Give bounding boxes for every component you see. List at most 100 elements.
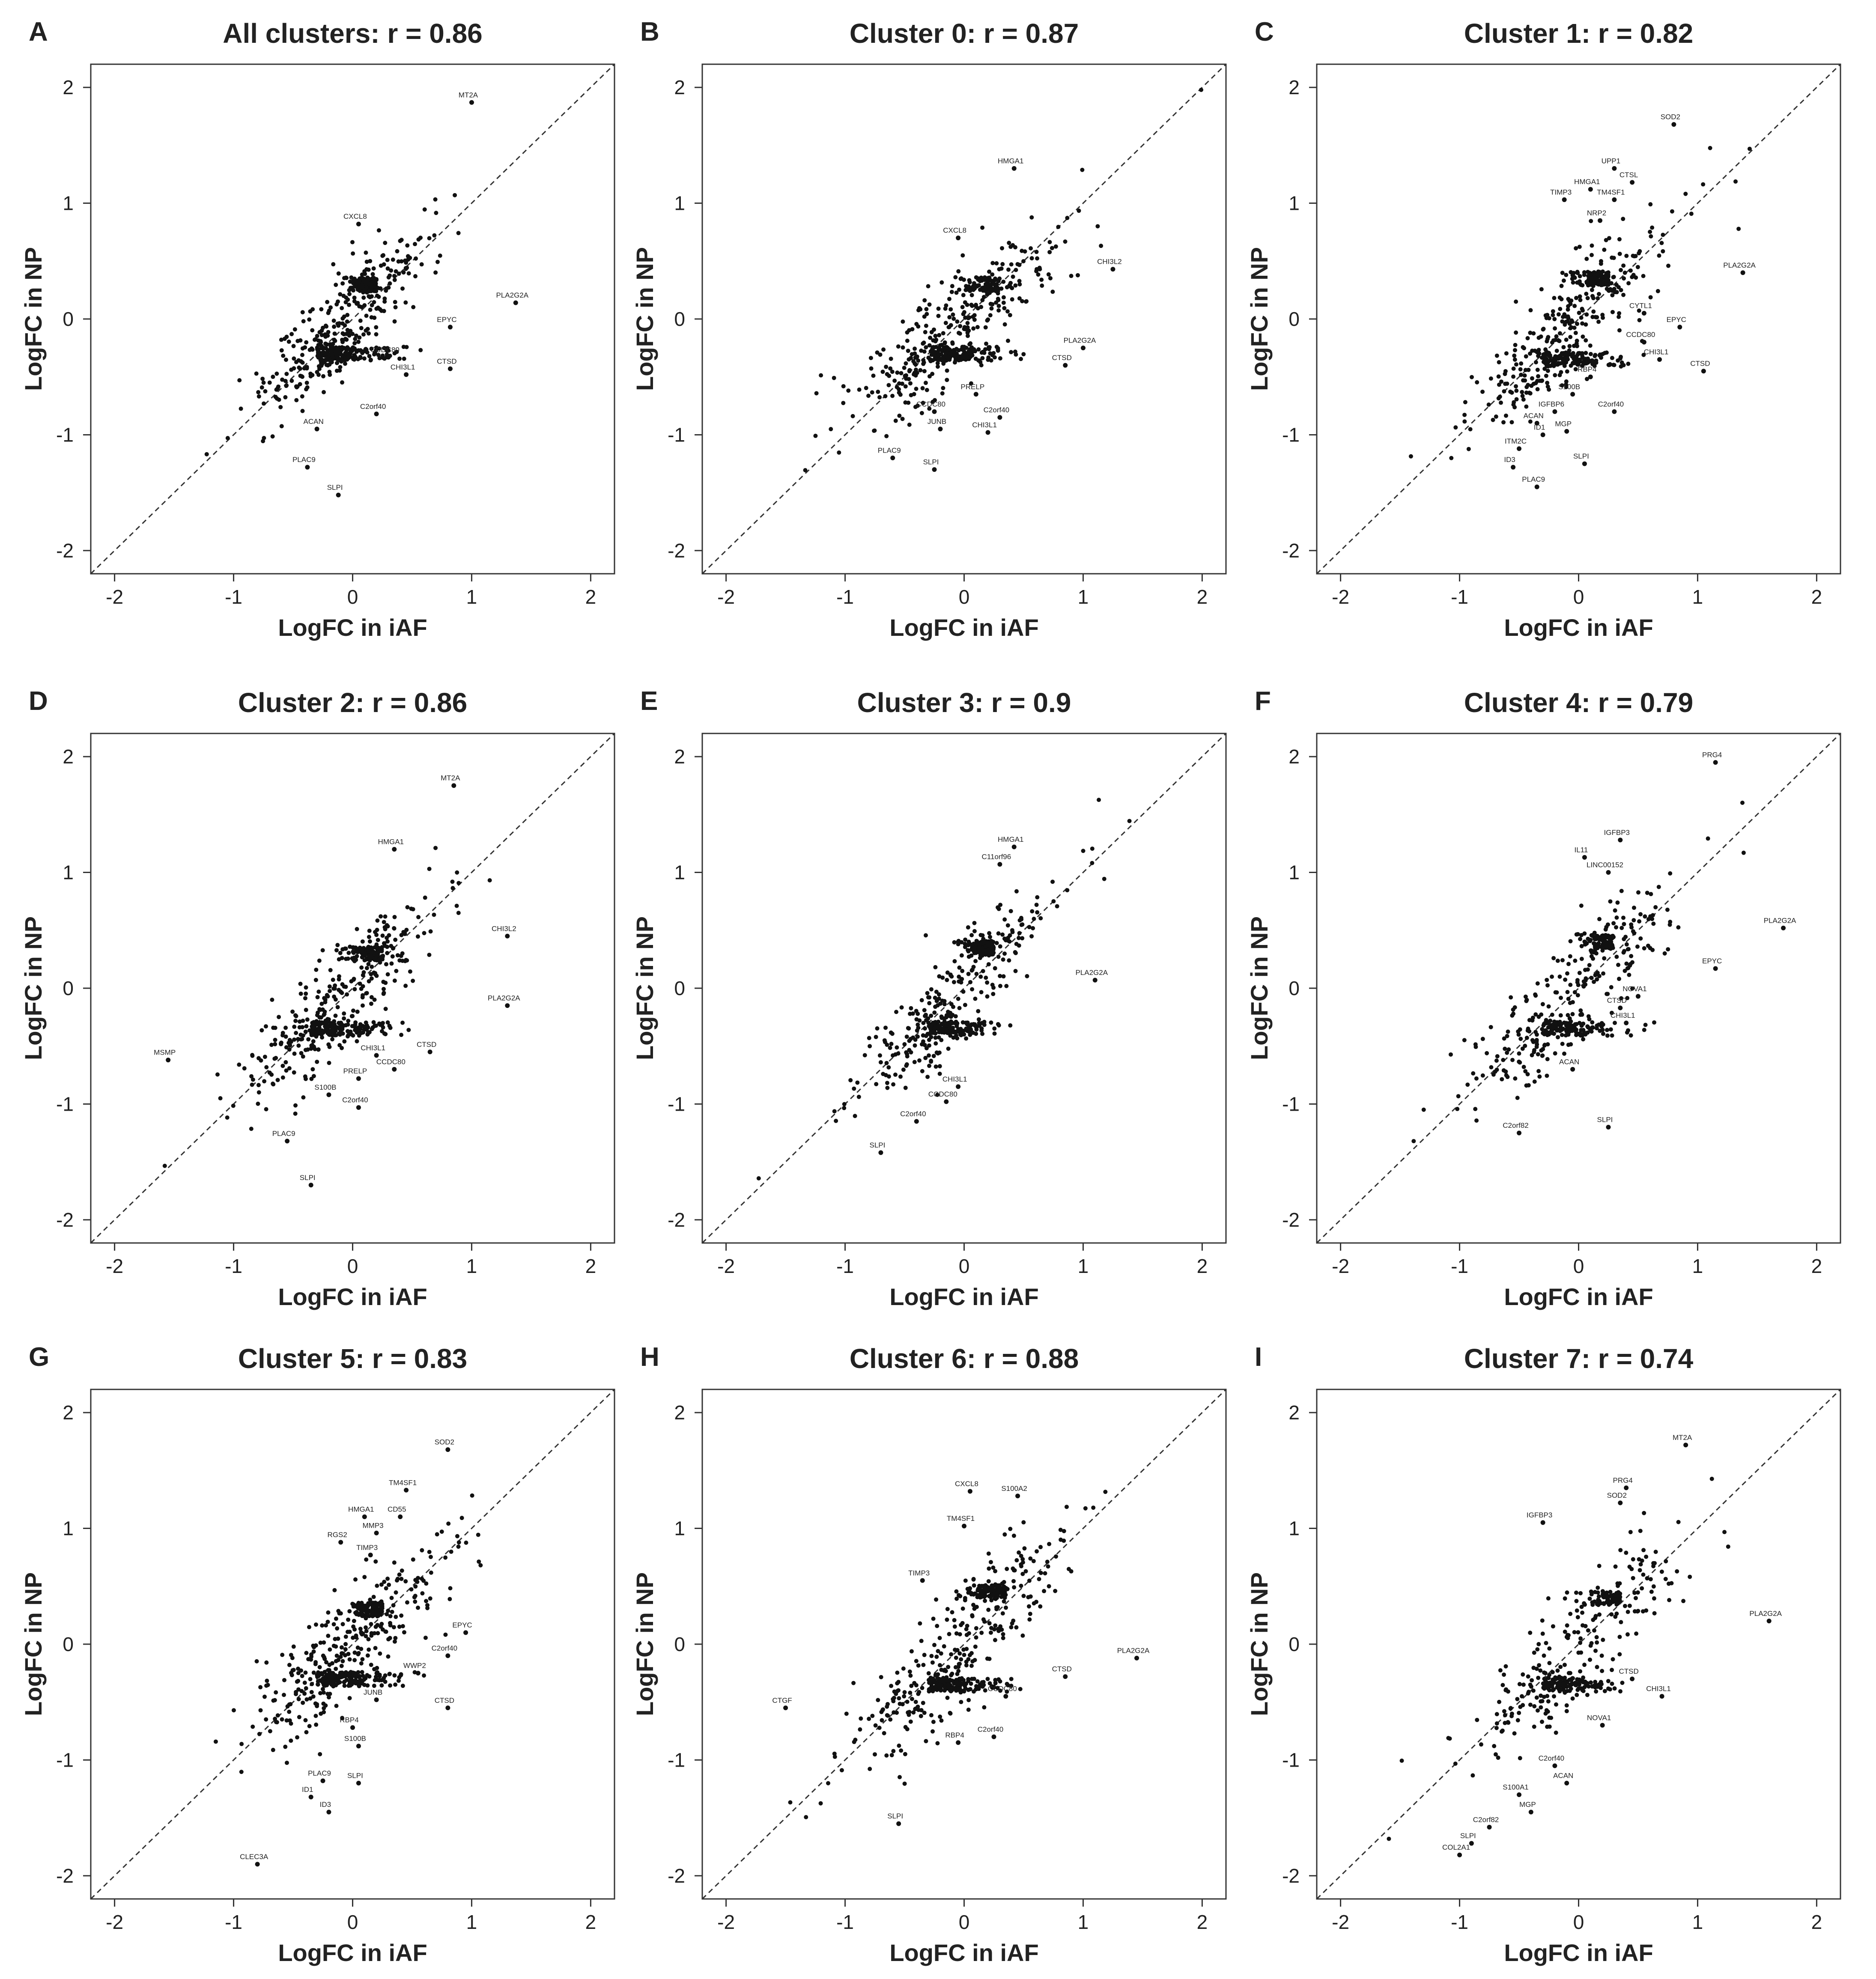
data-point <box>1553 1051 1557 1056</box>
data-point <box>392 926 397 931</box>
data-point <box>919 1714 923 1718</box>
data-point <box>954 347 959 352</box>
data-point <box>902 366 907 370</box>
data-point <box>358 981 362 986</box>
data-point <box>1545 978 1549 982</box>
gene-label: S100B <box>314 1083 336 1091</box>
data-point <box>867 1036 871 1040</box>
data-point <box>280 1064 285 1068</box>
data-point <box>327 1061 331 1065</box>
data-point <box>320 1623 325 1628</box>
data-point <box>953 1665 958 1669</box>
labeled-point <box>967 1489 972 1494</box>
data-point <box>316 990 321 994</box>
data-point <box>326 1695 331 1700</box>
data-point <box>960 969 965 973</box>
data-point <box>280 1653 285 1657</box>
labeled-point <box>991 1734 996 1739</box>
data-point <box>281 1693 286 1697</box>
data-point <box>450 886 455 891</box>
data-point <box>886 1074 891 1079</box>
data-point <box>398 238 403 243</box>
data-point <box>1520 393 1525 398</box>
data-point <box>1495 1054 1500 1058</box>
data-point <box>1542 1032 1547 1037</box>
data-point <box>1638 912 1643 917</box>
data-point <box>890 1053 895 1058</box>
data-point <box>954 1596 959 1601</box>
data-point <box>1083 1506 1088 1511</box>
labeled-point <box>1080 346 1086 351</box>
labeled-point <box>374 411 379 417</box>
labeled-point <box>305 465 310 470</box>
data-point <box>372 277 377 282</box>
data-point <box>969 943 974 948</box>
gene-label: PLAC9 <box>1522 475 1545 483</box>
data-point <box>936 306 941 311</box>
data-point <box>1473 1107 1478 1112</box>
data-point <box>899 371 904 376</box>
data-point <box>250 1082 254 1087</box>
data-point <box>872 1752 877 1757</box>
data-point <box>1001 280 1006 284</box>
data-point <box>989 1020 993 1025</box>
data-point <box>331 1643 336 1648</box>
data-point <box>1627 972 1631 977</box>
data-point <box>1556 312 1561 317</box>
data-point <box>978 942 983 946</box>
data-point <box>291 1668 296 1672</box>
data-point <box>913 1699 918 1704</box>
data-point <box>1516 1032 1521 1037</box>
data-point <box>853 1114 857 1118</box>
data-point <box>885 1081 889 1085</box>
data-point <box>1570 1696 1575 1701</box>
data-point <box>342 1016 346 1021</box>
data-point <box>318 1752 322 1756</box>
data-point <box>354 1635 358 1640</box>
x-axis-label: LogFC in iAF <box>1504 614 1653 641</box>
data-point <box>934 1041 938 1046</box>
data-point <box>963 1684 967 1688</box>
data-point <box>1593 942 1597 946</box>
data-point <box>1620 926 1624 930</box>
labeled-point <box>1612 166 1617 171</box>
data-point <box>416 915 421 919</box>
labeled-point <box>956 1084 961 1089</box>
data-point <box>875 350 880 355</box>
data-point <box>323 1703 328 1708</box>
data-point <box>382 296 387 301</box>
data-point <box>357 279 362 284</box>
data-point <box>1006 267 1011 272</box>
data-point <box>969 1022 974 1027</box>
data-point <box>316 1010 320 1015</box>
data-point <box>396 1678 401 1683</box>
data-point <box>1503 1721 1507 1726</box>
labeled-point <box>920 1578 925 1583</box>
labeled-point <box>445 1653 450 1658</box>
data-point <box>343 337 348 341</box>
data-point <box>1551 313 1555 317</box>
data-point <box>413 1594 418 1598</box>
data-point <box>976 1017 981 1022</box>
data-point <box>256 1101 260 1106</box>
data-point <box>274 1690 278 1695</box>
y-tick-label: 0 <box>674 308 685 330</box>
data-point <box>848 1078 853 1082</box>
y-tick-label: 2 <box>63 745 74 768</box>
data-point <box>1607 936 1611 940</box>
data-point <box>1599 355 1603 360</box>
data-point <box>987 269 992 274</box>
data-point <box>366 1604 370 1609</box>
data-point <box>1617 977 1621 981</box>
data-point <box>977 950 982 955</box>
data-point <box>988 1630 993 1635</box>
data-point <box>337 1021 341 1025</box>
data-point <box>921 1663 926 1667</box>
data-point <box>974 1626 978 1630</box>
data-point <box>1565 355 1569 360</box>
data-point <box>308 374 313 379</box>
data-point <box>1053 1554 1058 1559</box>
data-point <box>400 1568 404 1573</box>
data-point <box>1600 269 1605 274</box>
y-tick-label: 0 <box>63 977 74 999</box>
